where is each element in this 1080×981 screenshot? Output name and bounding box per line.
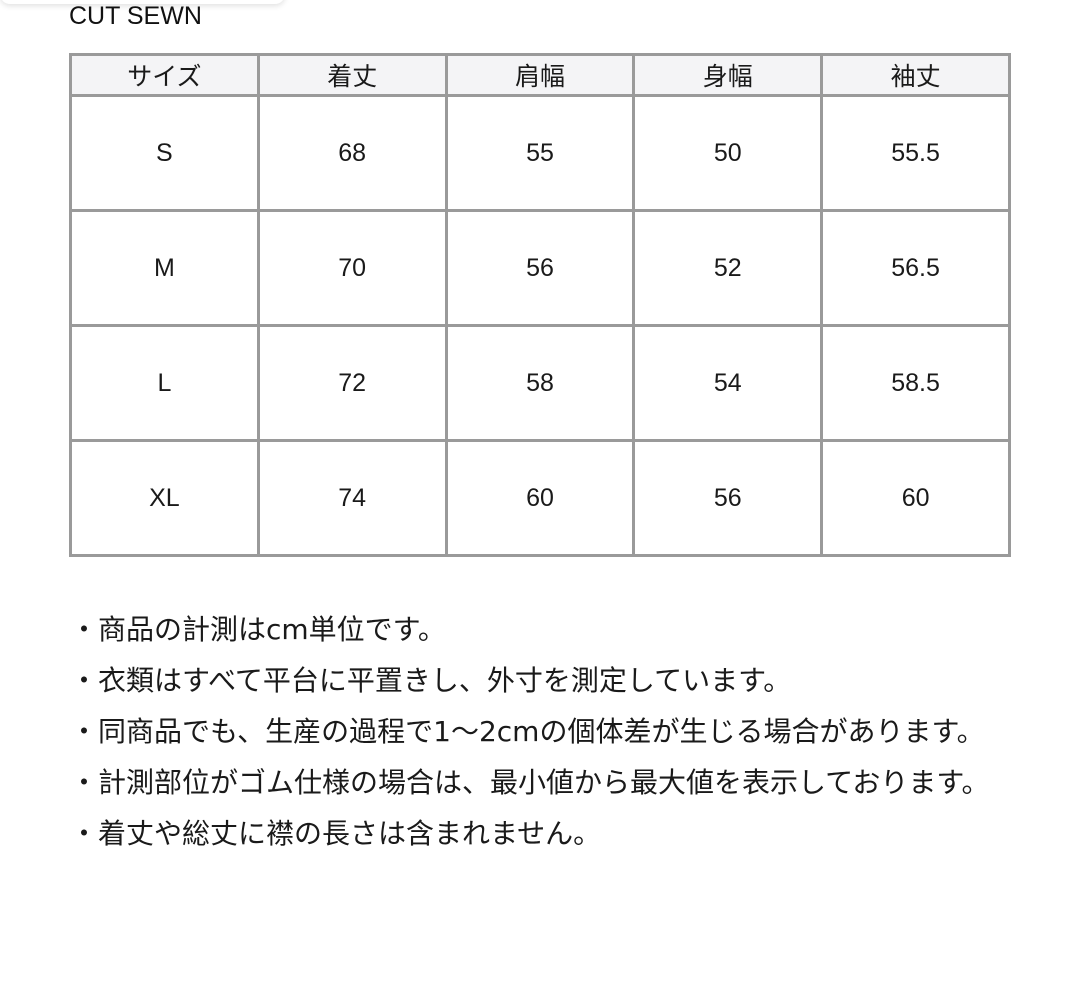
table-row: XL 74 60 56 60	[69, 439, 1011, 557]
header-cell: サイズ	[69, 53, 260, 97]
table-cell: 50	[632, 94, 824, 212]
top-overlay-edge	[0, 0, 285, 4]
table-cell: 56	[632, 439, 824, 557]
table-cell: 68	[256, 94, 448, 212]
header-cell: 着丈	[256, 53, 448, 97]
note-item: ・同商品でも、生産の過程で1〜2cmの個体差が生じる場合があります。	[70, 715, 985, 748]
notes: ・商品の計測はcm単位です。 ・衣類はすべて平台に平置きし、外寸を測定しています…	[70, 604, 1020, 859]
header-cell: 身幅	[632, 53, 824, 97]
table-cell: 56	[444, 209, 636, 327]
note-item: ・商品の計測はcm単位です。	[70, 613, 446, 646]
table-cell: XL	[69, 439, 260, 557]
table-cell: 72	[256, 324, 448, 442]
table-cell: L	[69, 324, 260, 442]
table-cell: 52	[632, 209, 824, 327]
note-item: ・衣類はすべて平台に平置きし、外寸を測定しています。	[70, 664, 792, 697]
table-cell: 74	[256, 439, 448, 557]
table-cell: 55	[444, 94, 636, 212]
note-item: ・着丈や総丈に襟の長さは含まれません。	[70, 817, 602, 850]
table-cell: 60	[820, 439, 1011, 557]
table-cell: S	[69, 94, 260, 212]
table-cell: 56.5	[820, 209, 1011, 327]
table-cell: 70	[256, 209, 448, 327]
size-table: サイズ 着丈 肩幅 身幅 袖丈 S 68 55 50 55.5 M 70 56 52 56.5 L 7…	[69, 53, 1011, 557]
header-cell: 肩幅	[444, 53, 636, 97]
table-cell: 60	[444, 439, 636, 557]
table-cell: 55.5	[820, 94, 1011, 212]
header-cell: 袖丈	[820, 53, 1011, 97]
table-cell: 58.5	[820, 324, 1011, 442]
table-row: M 70 56 52 56.5	[69, 209, 1011, 327]
section-title: CUT SEWN	[69, 2, 202, 30]
table-cell: 58	[444, 324, 636, 442]
note-item: ・計測部位がゴム仕様の場合は、最小値から最大値を表示しております。	[70, 766, 990, 799]
table-row: S 68 55 50 55.5	[69, 94, 1011, 212]
table-cell: M	[69, 209, 260, 327]
table-cell: 54	[632, 324, 824, 442]
table-header-row: サイズ 着丈 肩幅 身幅 袖丈	[69, 53, 1011, 97]
table-row: L 72 58 54 58.5	[69, 324, 1011, 442]
